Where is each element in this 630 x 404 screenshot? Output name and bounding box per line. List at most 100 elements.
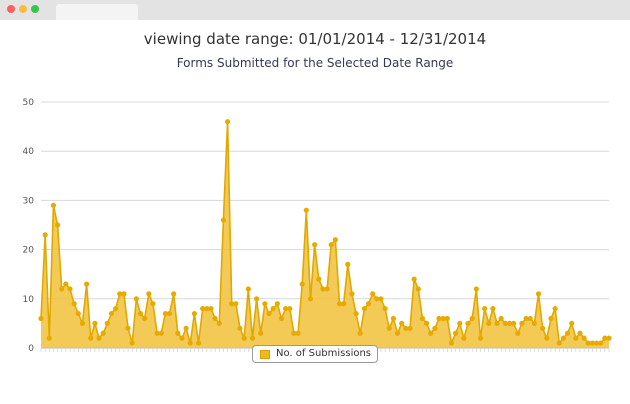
series-area (41, 121, 609, 349)
data-point (498, 315, 504, 322)
data-point (564, 330, 571, 336)
y-tick-label: 0 (28, 344, 34, 354)
data-point (374, 296, 380, 302)
data-point (581, 335, 587, 341)
data-point (370, 291, 376, 297)
data-point (187, 340, 193, 346)
data-point (457, 320, 463, 326)
data-point (598, 340, 604, 346)
data-point (444, 315, 450, 322)
data-point (548, 315, 554, 322)
data-point (42, 232, 48, 238)
date-range-title: viewing date range: 01/01/2014 - 12/31/2… (143, 30, 487, 48)
data-point (436, 315, 442, 322)
data-point (560, 335, 566, 341)
legend-swatch-icon (260, 350, 270, 359)
data-point (299, 281, 305, 287)
data-point (419, 315, 426, 322)
data-point (96, 335, 102, 341)
data-point (237, 325, 243, 331)
data-point (133, 296, 139, 302)
data-point (258, 330, 264, 336)
data-point (423, 320, 430, 326)
data-point (486, 320, 492, 326)
data-point (121, 291, 127, 297)
data-point (146, 291, 152, 297)
data-point (432, 325, 438, 331)
data-point (556, 340, 562, 346)
data-point (307, 296, 314, 302)
data-point (453, 330, 459, 336)
data-point (179, 335, 185, 341)
data-point (241, 335, 247, 341)
data-point (171, 291, 177, 297)
data-point (490, 306, 496, 312)
data-point (274, 301, 280, 307)
data-point (552, 306, 558, 312)
data-point (208, 306, 214, 312)
data-point (212, 315, 218, 322)
data-point (593, 340, 600, 346)
data-point (79, 320, 86, 326)
data-point (191, 310, 197, 317)
data-point (262, 301, 268, 307)
data-point (394, 330, 401, 336)
data-point (606, 335, 612, 341)
data-point (390, 315, 397, 322)
legend-label: No. of Submissions (276, 348, 372, 359)
data-point (175, 330, 181, 336)
data-point (266, 310, 272, 317)
data-point (38, 315, 44, 322)
data-point (75, 310, 81, 317)
close-window-icon[interactable] (7, 5, 15, 13)
minimize-window-icon[interactable] (19, 5, 27, 13)
data-point (382, 306, 388, 312)
data-point (320, 286, 326, 292)
data-point (448, 340, 455, 346)
maximize-window-icon[interactable] (31, 5, 39, 13)
chart-title: Forms Submitted for the Selected Date Ra… (176, 56, 454, 70)
data-point (108, 310, 115, 317)
data-point (166, 310, 173, 317)
y-tick-label: 50 (23, 98, 35, 108)
y-tick-label: 30 (23, 196, 35, 206)
data-point (357, 330, 363, 336)
data-point (569, 320, 575, 326)
data-point (440, 315, 446, 322)
data-point (461, 335, 467, 341)
data-point (129, 340, 135, 346)
chart-legend[interactable]: No. of Submissions (252, 345, 378, 363)
data-point (220, 217, 227, 223)
data-point (137, 310, 144, 317)
data-point (403, 325, 409, 331)
data-point (523, 315, 529, 322)
data-point (353, 310, 359, 317)
browser-tab[interactable] (56, 4, 138, 20)
data-point (50, 202, 57, 208)
data-point (573, 335, 579, 341)
data-point (511, 320, 517, 326)
data-point (378, 296, 384, 302)
data-point (531, 320, 537, 326)
data-point (59, 286, 65, 292)
data-point (494, 320, 500, 326)
data-point (415, 286, 421, 292)
data-point (46, 335, 52, 341)
data-point (84, 281, 90, 287)
data-point (283, 306, 289, 312)
data-point (287, 306, 293, 312)
data-point (365, 301, 372, 307)
data-point (515, 330, 521, 336)
data-point (291, 330, 297, 336)
data-point (154, 330, 160, 336)
data-point (336, 301, 343, 307)
data-point (104, 320, 110, 326)
data-point (216, 320, 222, 326)
data-point (224, 119, 231, 125)
data-point (88, 335, 94, 341)
data-point (63, 281, 69, 287)
data-point (407, 325, 413, 331)
data-point (482, 306, 488, 312)
